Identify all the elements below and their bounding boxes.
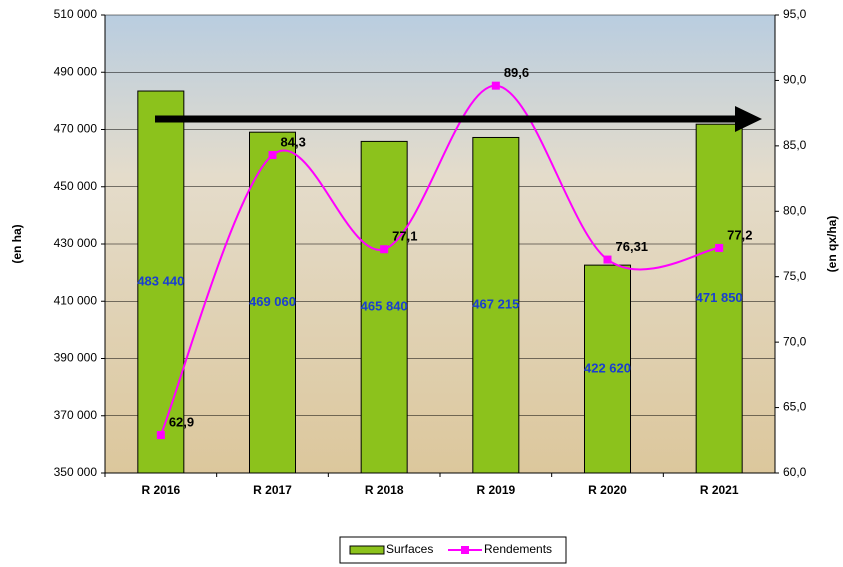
- y2-axis-label: (en qx/ha): [825, 216, 839, 273]
- y-tick-label: 350 000: [54, 465, 98, 479]
- bar: [584, 264, 631, 474]
- y-tick-label: 510 000: [54, 7, 98, 21]
- y-tick-label: 410 000: [54, 293, 98, 307]
- bar: [472, 136, 520, 474]
- line-value-label: 89,6: [504, 65, 529, 80]
- x-tick-label: R 2018: [365, 483, 404, 497]
- y2-tick-label: 85,0: [783, 138, 807, 152]
- y2-tick-label: 95,0: [783, 7, 807, 21]
- line-marker: [156, 431, 165, 440]
- x-tick-label: R 2017: [253, 483, 292, 497]
- x-tick-label: R 2019: [476, 483, 515, 497]
- legend-label: Rendements: [484, 542, 552, 556]
- line-marker: [715, 243, 724, 252]
- y-tick-label: 490 000: [54, 64, 98, 78]
- legend-swatch: [349, 545, 385, 555]
- y-tick-label: 450 000: [54, 179, 98, 193]
- line-value-label: 62,9: [169, 414, 194, 429]
- line-value-label: 77,2: [727, 227, 752, 242]
- bar: [137, 90, 185, 474]
- y2-tick-label: 70,0: [783, 334, 807, 348]
- x-tick-label: R 2016: [141, 483, 180, 497]
- line-marker: [380, 245, 389, 254]
- bar-value-label: 469 060: [249, 294, 296, 309]
- y-tick-label: 390 000: [54, 351, 98, 365]
- legend-label: Surfaces: [386, 542, 433, 556]
- y2-tick-label: 90,0: [783, 73, 807, 87]
- y-tick-label: 470 000: [54, 122, 98, 136]
- y-axis-label: (en ha): [10, 224, 24, 263]
- bar-value-label: 465 840: [361, 299, 408, 314]
- y-tick-label: 370 000: [54, 408, 98, 422]
- line-value-label: 77,1: [392, 229, 417, 244]
- x-tick-label: R 2020: [588, 483, 627, 497]
- bar: [249, 131, 296, 474]
- legend-marker: [461, 546, 469, 554]
- y2-tick-label: 80,0: [783, 203, 807, 217]
- line-marker: [603, 255, 612, 264]
- bar-value-label: 483 440: [137, 273, 184, 288]
- bar: [695, 123, 743, 474]
- x-tick-label: R 2021: [700, 483, 739, 497]
- line-marker: [268, 151, 277, 160]
- bar: [360, 140, 408, 474]
- line-marker: [491, 81, 500, 90]
- y2-tick-label: 75,0: [783, 269, 807, 283]
- y2-tick-label: 60,0: [783, 465, 807, 479]
- y2-tick-label: 65,0: [783, 400, 807, 414]
- bar-value-label: 471 850: [696, 290, 743, 305]
- bar-value-label: 467 215: [472, 297, 519, 312]
- trend-arrow-head: [735, 106, 762, 132]
- bar-value-label: 422 620: [584, 361, 631, 376]
- line-value-label: 84,3: [281, 134, 306, 149]
- y-tick-label: 430 000: [54, 236, 98, 250]
- line-value-label: 76,31: [616, 239, 649, 254]
